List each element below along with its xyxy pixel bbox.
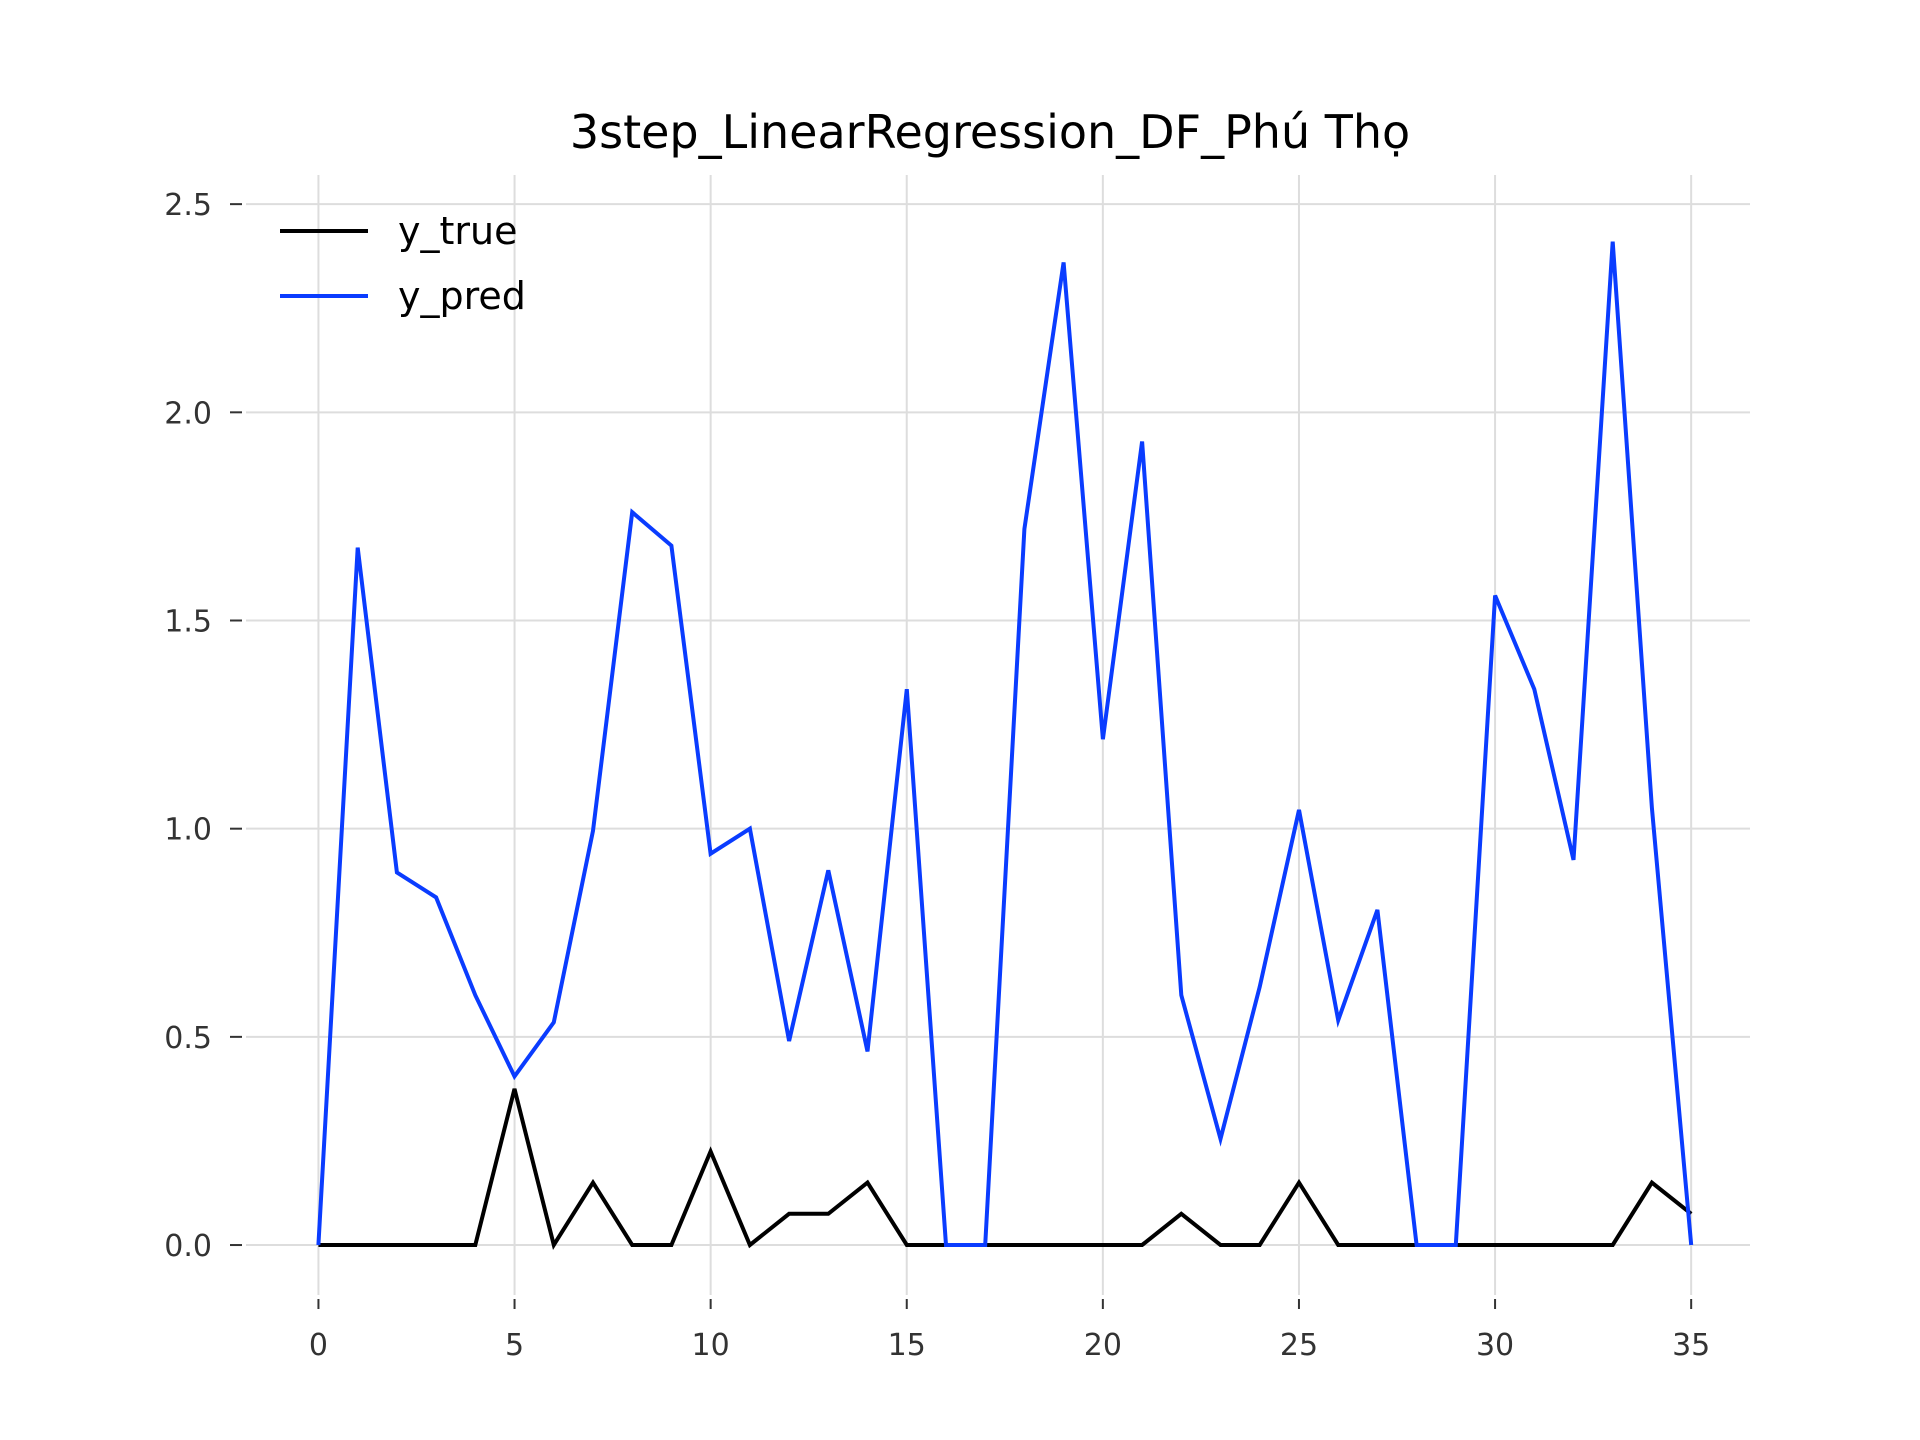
series-line-y-true [318,1088,1693,1251]
x-tick-label: 10 [692,1328,730,1363]
y-tick-label: 2.0 [164,396,212,431]
chart-title: 3step_LinearRegression_DF_Phú Thọ [570,105,1410,159]
y-tick-label: 1.5 [164,605,212,640]
series-line-y-pred [316,241,1694,1247]
x-tick-label: 0 [309,1328,328,1363]
y-tick-label: 2.5 [164,188,212,223]
x-tick-label: 5 [505,1328,524,1363]
x-tick-label: 30 [1476,1328,1514,1363]
y-tick-label: 0.0 [164,1229,212,1264]
grid-lines [246,175,1750,1295]
legend: y_true y_pred [280,209,526,318]
y-tick-label: 0.5 [164,1021,212,1056]
legend-label-y-true: y_true [398,209,517,253]
x-tick-label: 20 [1084,1328,1122,1363]
x-tick-label: 15 [888,1328,926,1363]
x-tick-label: 25 [1280,1328,1318,1363]
series-lines [316,241,1694,1251]
y-tick-label: 1.0 [164,813,212,848]
axis-ticks: 0 5 10 15 20 25 30 35 0.0 0.5 1.0 1.5 2.0 2.5 [164,188,1710,1363]
legend-label-y-pred: y_pred [398,274,526,318]
x-tick-label: 35 [1672,1328,1710,1363]
